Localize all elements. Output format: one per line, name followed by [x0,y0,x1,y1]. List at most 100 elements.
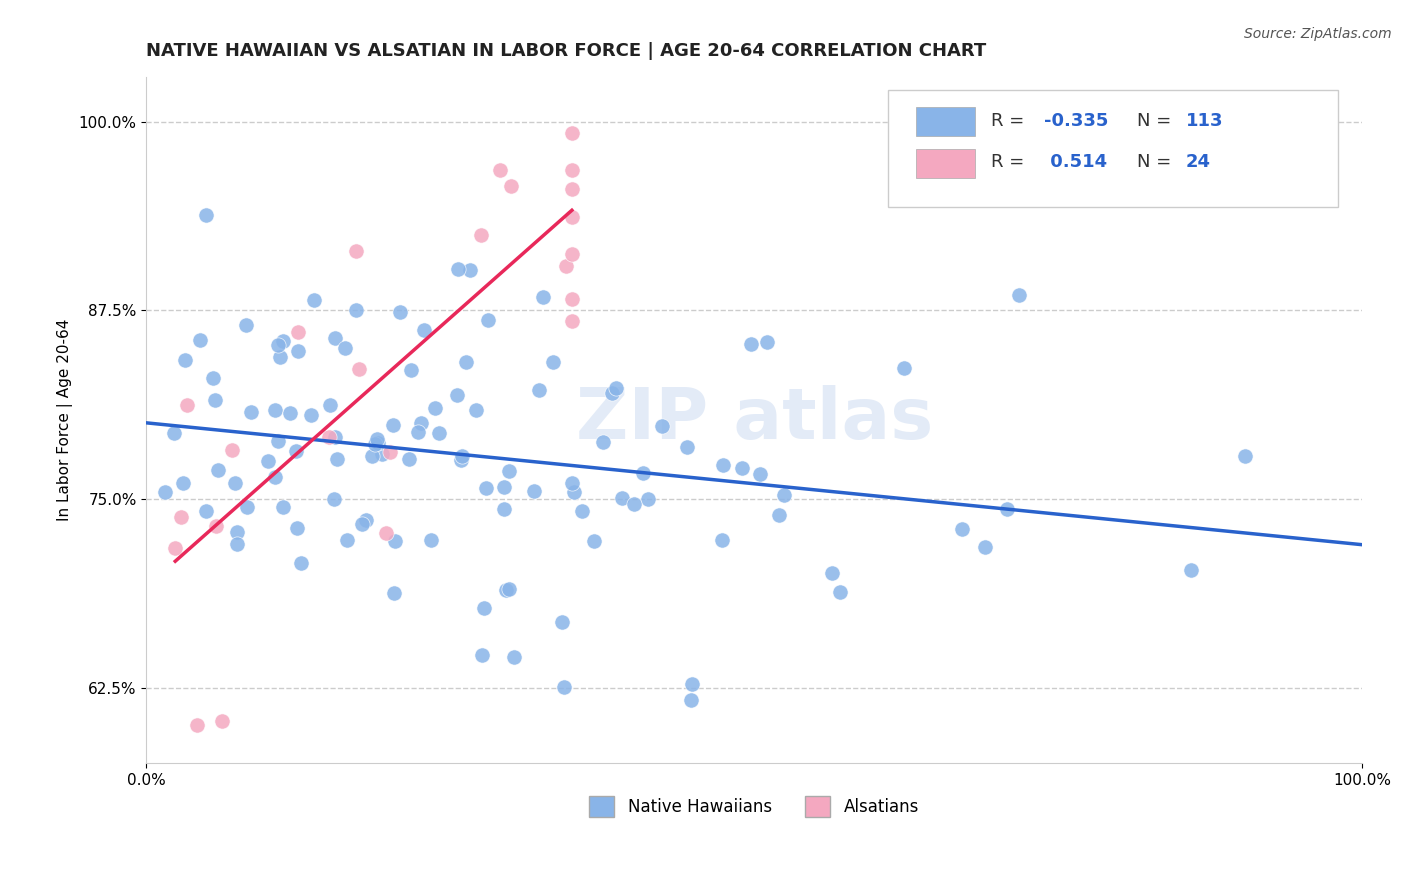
FancyBboxPatch shape [889,90,1337,207]
Point [267,434,290,448]
Point [651,419,673,434]
Point [188,333,211,347]
Point [375,525,398,540]
Point [710,533,733,547]
Point [269,350,291,364]
Point [195,208,218,222]
Point [413,323,436,337]
Point [740,337,762,351]
Point [492,480,515,494]
Point [360,449,382,463]
Point [768,508,790,522]
Point [681,677,703,691]
Point [561,211,583,225]
Point [257,454,280,468]
Point [323,491,346,506]
Point [163,426,186,441]
Point [749,467,772,482]
Point [153,485,176,500]
Point [711,458,734,473]
Point [165,541,187,556]
Point [319,398,342,412]
Point [446,388,468,402]
Point [973,540,995,554]
Point [830,585,852,599]
Point [893,361,915,376]
Point [489,162,512,177]
Point [207,463,229,477]
Text: N =: N = [1137,153,1177,171]
Point [336,533,359,547]
Point [271,500,294,515]
Point [350,517,373,532]
Point [201,370,224,384]
Point [299,408,322,422]
Point [285,443,308,458]
Point [325,430,347,444]
Point [498,582,520,597]
Point [388,304,411,318]
Legend: Native Hawaiians, Alsatians: Native Hawaiians, Alsatians [583,789,925,823]
Point [541,355,564,369]
Point [221,442,243,457]
FancyBboxPatch shape [915,108,976,136]
Point [681,693,703,707]
Point [571,504,593,518]
Point [821,566,844,581]
Point [211,714,233,729]
Point [302,293,325,307]
Point [950,522,973,536]
Point [186,718,208,732]
Point [553,680,575,694]
Point [1234,449,1257,463]
Point [731,460,754,475]
Point [561,292,583,306]
Point [356,513,378,527]
Text: 0.514: 0.514 [1043,153,1107,171]
Point [562,485,585,500]
Point [323,331,346,345]
Point [225,525,247,540]
Point [380,445,402,459]
Point [366,433,388,447]
Point [458,263,481,277]
Point [451,450,474,464]
Point [264,470,287,484]
FancyBboxPatch shape [915,149,976,178]
Point [235,318,257,332]
Point [531,290,554,304]
Point [204,392,226,407]
Point [326,452,349,467]
Point [561,314,583,328]
Point [173,352,195,367]
Text: 24: 24 [1185,153,1211,171]
Point [523,483,546,498]
Text: N =: N = [1137,112,1177,130]
Point [273,334,295,349]
Point [285,521,308,535]
Point [477,312,499,326]
Point [561,126,583,140]
Text: -0.335: -0.335 [1043,112,1108,130]
Point [495,582,517,597]
Point [427,425,450,440]
Point [498,464,520,478]
Point [333,341,356,355]
Text: Source: ZipAtlas.com: Source: ZipAtlas.com [1244,27,1392,41]
Point [236,500,259,515]
Point [406,425,429,440]
Point [344,302,367,317]
Point [363,436,385,450]
Point [492,501,515,516]
Point [287,343,309,358]
Point [592,434,614,449]
Point [267,338,290,352]
Point [384,533,406,548]
Point [195,504,218,518]
Point [470,228,492,243]
Point [225,537,247,551]
Point [561,247,583,261]
Point [605,381,627,395]
Point [423,401,446,416]
Point [344,244,367,258]
